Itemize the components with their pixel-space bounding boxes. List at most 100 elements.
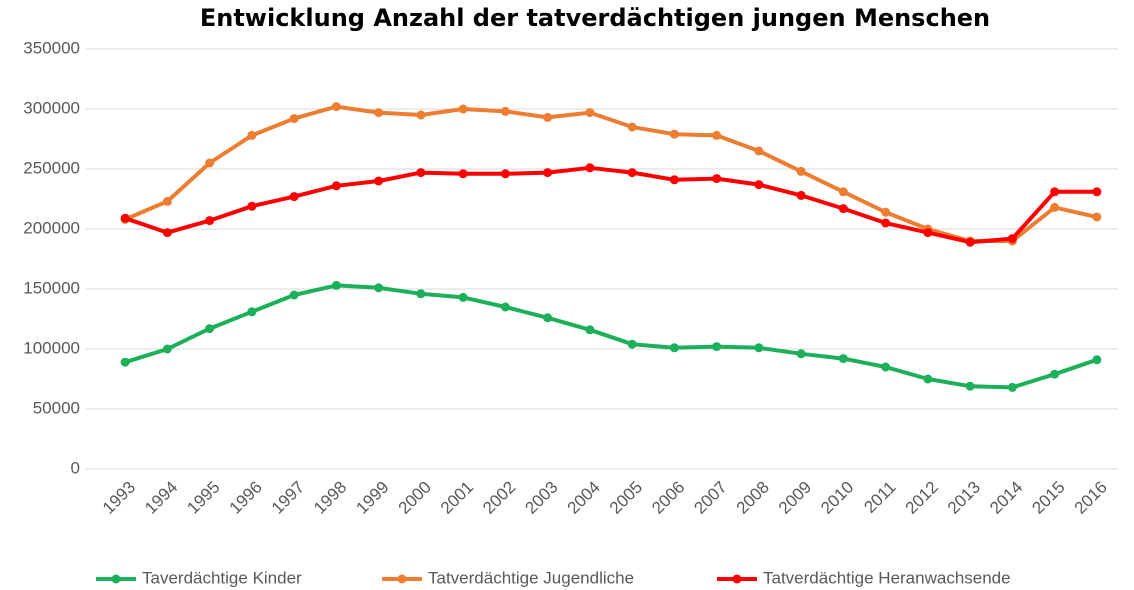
y-tick-label: 0 xyxy=(71,458,80,477)
point xyxy=(881,207,891,217)
point xyxy=(120,357,130,367)
point xyxy=(1007,382,1017,392)
point xyxy=(669,129,679,139)
x-tick-label: 2000 xyxy=(395,478,435,518)
point xyxy=(1050,369,1060,379)
x-tick-label: 1995 xyxy=(183,478,223,518)
point xyxy=(247,130,257,140)
point xyxy=(543,168,553,178)
point xyxy=(923,228,933,238)
point xyxy=(416,110,426,120)
x-tick-label: 2016 xyxy=(1071,478,1111,518)
point xyxy=(543,313,553,323)
x-tick-label: 2013 xyxy=(944,478,984,518)
point xyxy=(585,163,595,173)
point xyxy=(838,204,848,214)
point xyxy=(458,104,468,114)
point xyxy=(374,176,384,186)
series-line xyxy=(124,283,1098,390)
x-tick-label: 2007 xyxy=(690,478,730,518)
y-tick-label: 350000 xyxy=(23,38,80,57)
point xyxy=(627,339,637,349)
point xyxy=(669,175,679,185)
x-tick-label: 2001 xyxy=(437,478,477,518)
point xyxy=(205,324,215,334)
y-tick-label: 150000 xyxy=(23,278,80,297)
point xyxy=(754,343,764,353)
point xyxy=(796,190,806,200)
x-tick-label: 2005 xyxy=(606,478,646,518)
point xyxy=(458,169,468,179)
point xyxy=(1050,202,1060,212)
y-tick-label: 250000 xyxy=(23,158,80,177)
point xyxy=(162,344,172,354)
point xyxy=(247,307,257,317)
point xyxy=(374,108,384,118)
point xyxy=(331,181,341,191)
y-tick-label: 300000 xyxy=(23,98,80,117)
point xyxy=(289,114,299,124)
x-tick-label: 2014 xyxy=(986,478,1026,518)
point xyxy=(838,187,848,197)
x-tick-label: 1997 xyxy=(268,478,308,518)
legend-marker xyxy=(111,574,121,584)
legend-label: Tatverdächtige Heranwachsende xyxy=(763,568,1011,587)
point xyxy=(965,237,975,247)
series-line xyxy=(124,104,1098,243)
point xyxy=(965,381,975,391)
point xyxy=(585,325,595,335)
point xyxy=(754,146,764,156)
legend-marker xyxy=(397,574,407,584)
x-tick-label: 2002 xyxy=(479,478,519,518)
x-tick-label: 1999 xyxy=(352,478,392,518)
point xyxy=(289,192,299,202)
x-tick-label: 2009 xyxy=(775,478,815,518)
y-tick-label: 50000 xyxy=(33,398,80,417)
x-tick-label: 2011 xyxy=(860,478,899,517)
y-tick-label: 200000 xyxy=(23,218,80,237)
point xyxy=(1092,187,1102,197)
point xyxy=(331,102,341,112)
point xyxy=(923,374,933,384)
point xyxy=(500,169,510,179)
point xyxy=(416,289,426,299)
point xyxy=(500,106,510,116)
point xyxy=(162,228,172,238)
x-tick-label: 1998 xyxy=(310,478,350,518)
point xyxy=(669,343,679,353)
point xyxy=(1007,234,1017,244)
point xyxy=(712,174,722,184)
point xyxy=(289,290,299,300)
point xyxy=(627,168,637,178)
point xyxy=(374,283,384,293)
point xyxy=(712,342,722,352)
point xyxy=(120,213,130,223)
point xyxy=(1092,212,1102,222)
point xyxy=(543,112,553,122)
point xyxy=(712,130,722,140)
point xyxy=(881,362,891,372)
point xyxy=(205,158,215,168)
x-tick-label: 2003 xyxy=(521,478,561,518)
point xyxy=(796,349,806,359)
point xyxy=(838,354,848,364)
point xyxy=(331,280,341,290)
point xyxy=(1092,355,1102,365)
x-tick-label: 2006 xyxy=(648,478,688,518)
x-tick-label: 2008 xyxy=(733,478,773,518)
x-tick-label: 1994 xyxy=(141,478,181,518)
legend-label: Tatverdächtige Jugendliche xyxy=(428,568,634,587)
series-line xyxy=(124,165,1097,245)
point xyxy=(796,166,806,176)
chart-title: Entwicklung Anzahl der tatverdächtigen j… xyxy=(200,4,990,32)
point xyxy=(585,108,595,118)
point xyxy=(247,201,257,211)
y-tick-label: 100000 xyxy=(23,338,80,357)
point xyxy=(458,292,468,302)
point xyxy=(416,168,426,178)
x-tick-label: 2010 xyxy=(817,478,857,518)
x-tick-label: 2004 xyxy=(564,478,604,518)
point xyxy=(1050,187,1060,197)
legend-marker xyxy=(732,574,742,584)
